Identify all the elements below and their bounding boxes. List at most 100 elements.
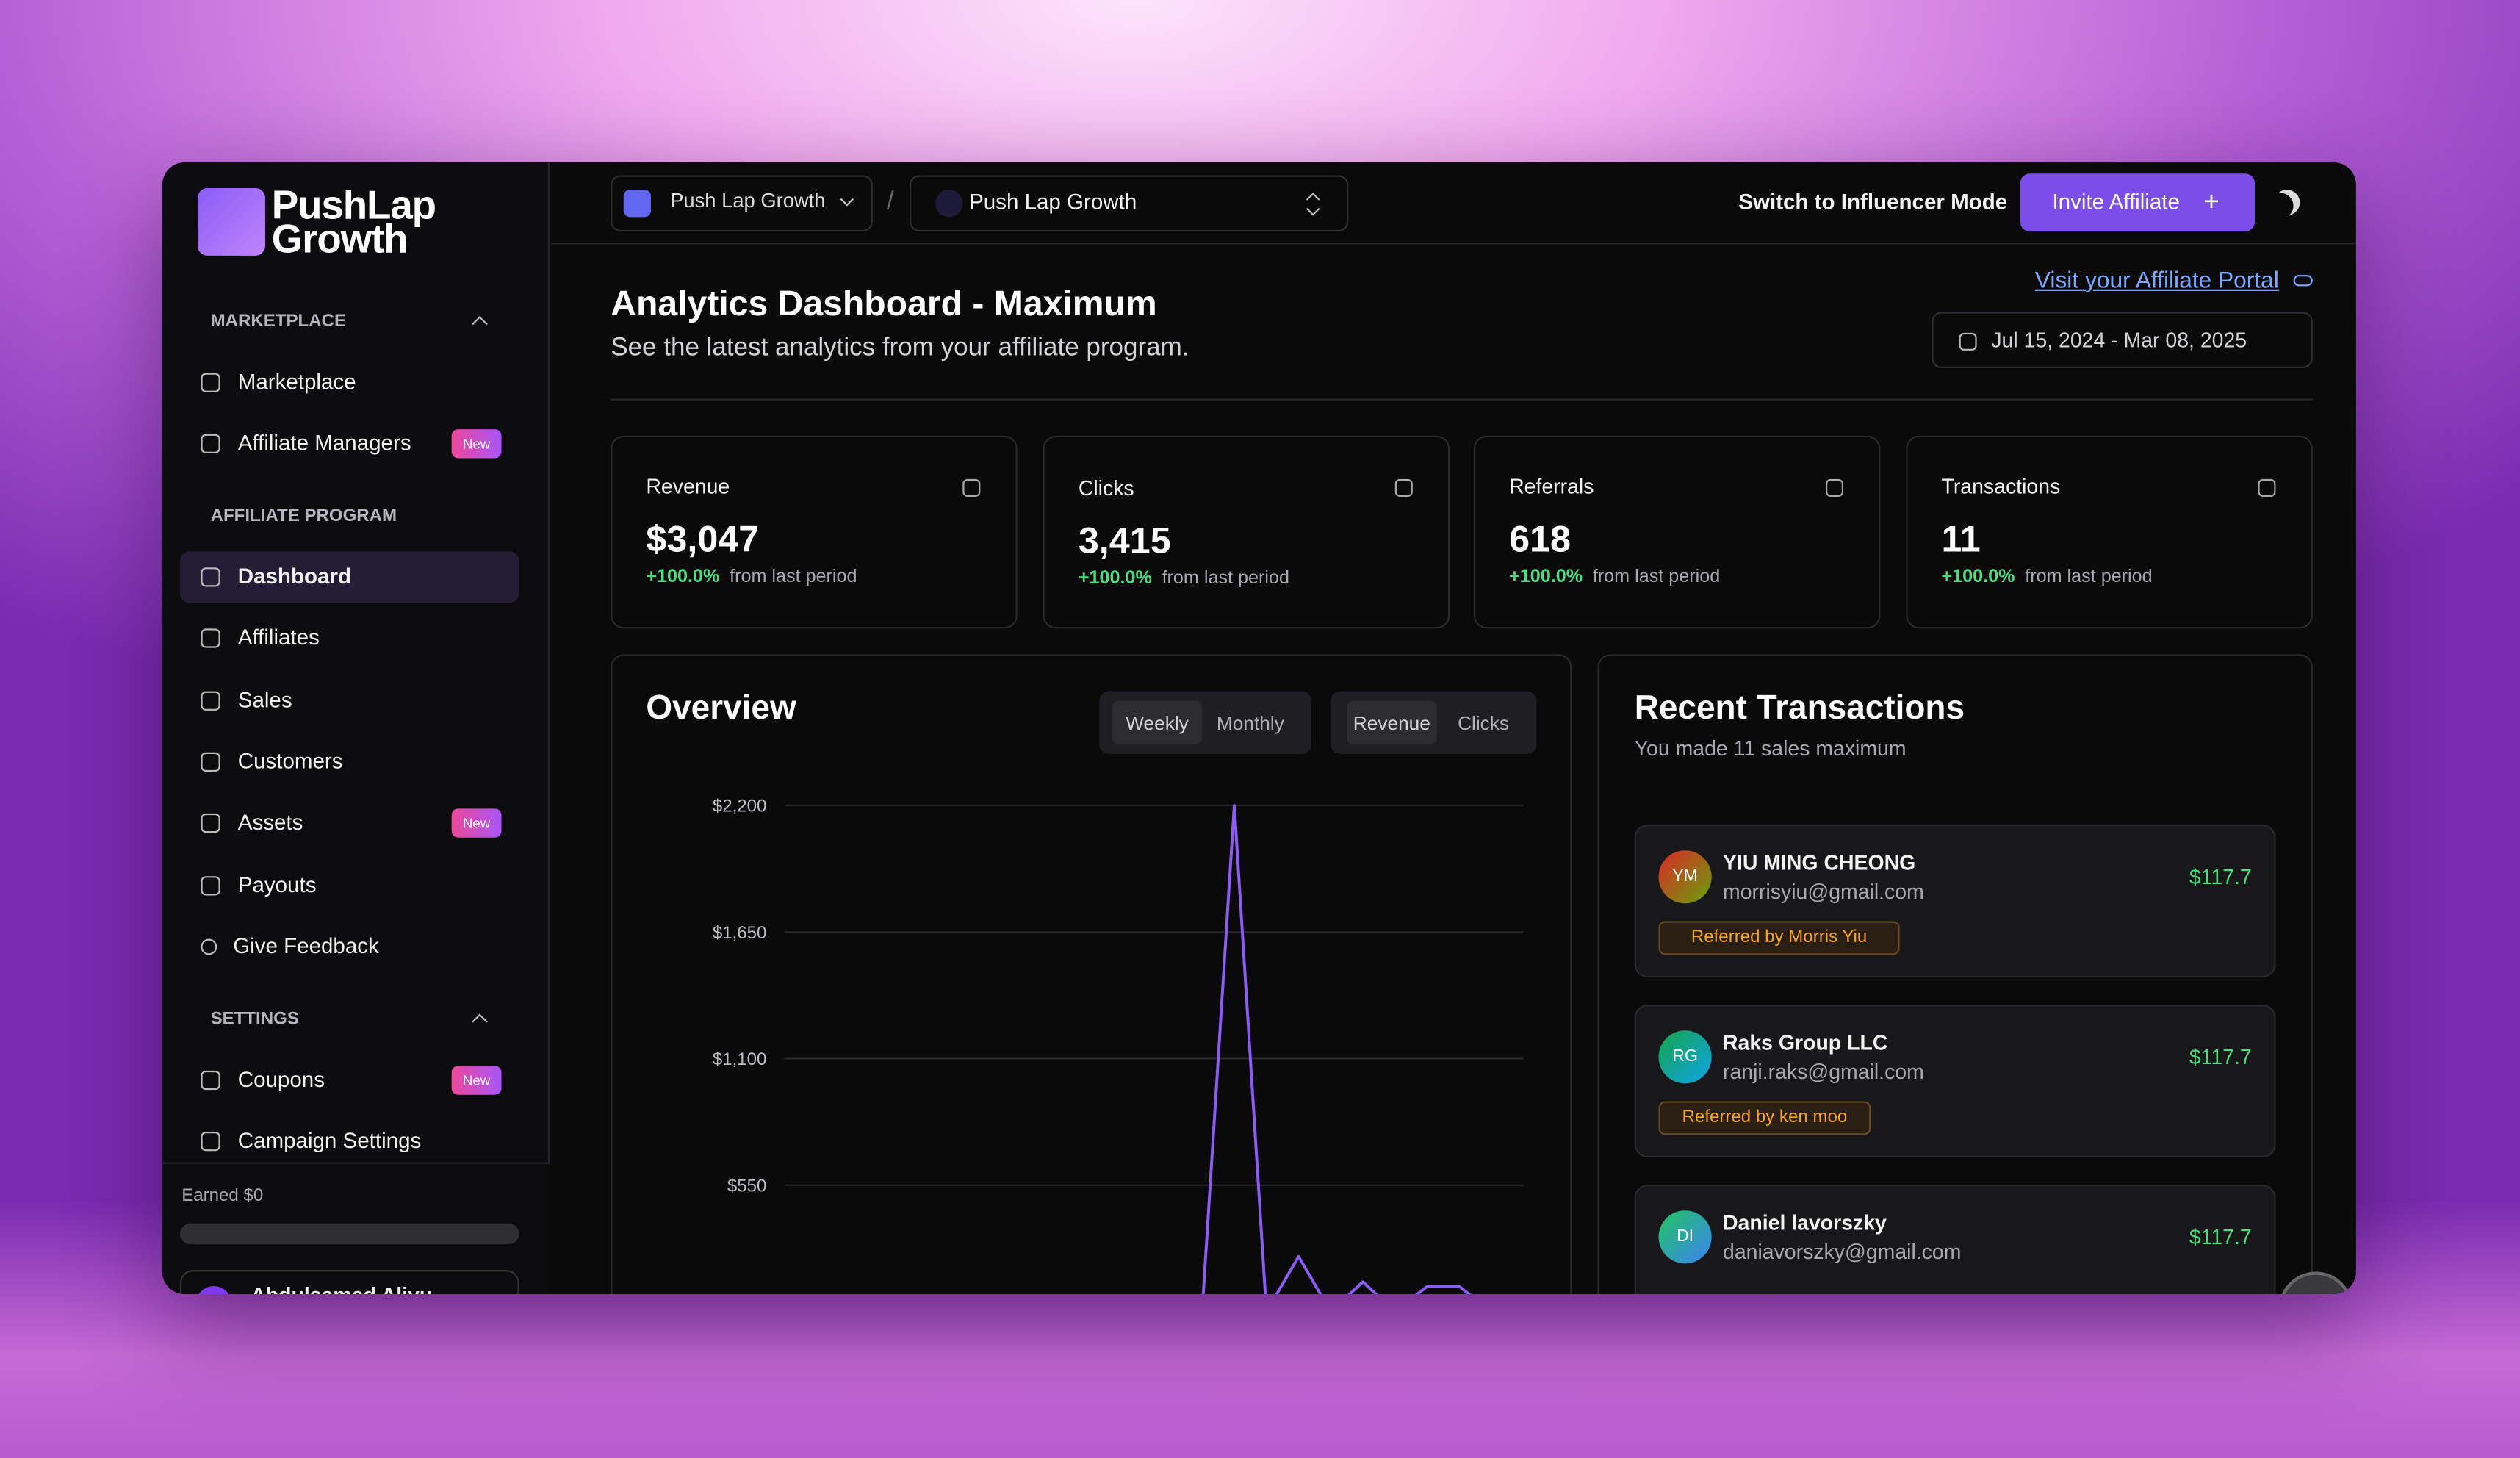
icon xyxy=(201,813,220,833)
app-window: PushLap Growth MARKETPLACE Marketplace Affil… xyxy=(162,162,2356,1294)
stat-value: 11 xyxy=(1941,517,1981,560)
workspace-name: Push Lap Growth xyxy=(670,190,826,213)
icon xyxy=(2258,478,2276,496)
icon xyxy=(201,1070,220,1091)
workspace-select[interactable] xyxy=(611,175,873,231)
tab[interactable]: Clicks xyxy=(1458,711,1510,734)
transaction-card[interactable] xyxy=(1634,1185,2276,1294)
invite-label: Invite Affiliate xyxy=(2052,189,2180,213)
customer-name: YIU MING CHEONG xyxy=(1723,850,1916,875)
stat-note: from last period xyxy=(1162,569,1289,589)
stat-card xyxy=(1906,435,2313,629)
icon xyxy=(1394,478,1413,496)
stat-card xyxy=(1043,435,1450,629)
logo-mark xyxy=(198,187,265,256)
icon xyxy=(1959,331,1977,350)
plus: + xyxy=(2203,186,2220,218)
tab-active xyxy=(1112,700,1203,744)
stat-card xyxy=(1473,435,1881,629)
nav-item[interactable] xyxy=(180,551,519,603)
nav-label: Coupons xyxy=(237,1066,325,1091)
nav-label: Give Feedback xyxy=(233,933,379,958)
date-range: Jul 15, 2024 - Mar 08, 2025 xyxy=(1991,328,2247,352)
badge: New xyxy=(451,429,502,459)
icon xyxy=(201,1132,220,1152)
stat-change: +100.0% xyxy=(1509,567,1583,587)
stat-change: +100.0% xyxy=(646,567,720,587)
tab[interactable]: Monthly xyxy=(1216,711,1284,734)
icon xyxy=(201,752,220,772)
avatar: YM xyxy=(1658,850,1712,904)
invite-button[interactable] xyxy=(2020,173,2256,231)
user-card[interactable] xyxy=(180,1270,519,1294)
icon xyxy=(1826,478,1844,496)
program-name: Push Lap Growth xyxy=(969,189,1137,213)
stat-value: 3,415 xyxy=(1078,519,1171,561)
stat-change: +100.0% xyxy=(1941,567,2015,587)
icon xyxy=(201,434,220,453)
brand-line2: Growth xyxy=(271,216,408,262)
amount: $117.7 xyxy=(2189,1044,2252,1069)
nav-label: Affiliates xyxy=(237,624,320,649)
earned-label: Earned $0 xyxy=(181,1187,264,1207)
transactions-panel xyxy=(1597,654,2313,1294)
nav-label: Sales xyxy=(237,687,292,712)
stat-note: from last period xyxy=(730,567,857,587)
theme-toggle[interactable] xyxy=(2274,190,2300,215)
tab[interactable]: Weekly xyxy=(1126,711,1189,734)
brand-line1: PushLap xyxy=(271,182,436,228)
icon xyxy=(201,628,220,648)
icon xyxy=(962,478,981,496)
tab[interactable]: Revenue xyxy=(1353,711,1430,734)
avatar xyxy=(195,1286,231,1294)
section-title: AFFILIATE PROGRAM xyxy=(210,506,397,526)
user-name: Abdulsamad Aliyu xyxy=(251,1281,1054,1294)
workspace-icon xyxy=(623,190,651,218)
stat-label: Referrals xyxy=(1509,474,1594,498)
stat-label: Transactions xyxy=(1941,474,2061,498)
customer-email: morrisyiu@gmail.com xyxy=(1723,879,1924,904)
topbar xyxy=(551,162,2356,245)
nav-label: Assets xyxy=(237,809,303,834)
referrer-pill: Referred by Morris Yiu xyxy=(1658,921,1900,955)
tab-active xyxy=(1347,700,1437,744)
nav-label: Campaign Settings xyxy=(237,1127,422,1152)
nav-label: Affiliate Managers xyxy=(237,430,411,455)
avatar: RG xyxy=(1658,1030,1712,1084)
badge: New xyxy=(451,808,502,838)
switch-mode[interactable]: Switch to Influencer Mode xyxy=(1738,189,2008,213)
nav-label: Dashboard xyxy=(237,563,352,588)
icon xyxy=(201,567,220,587)
portal-link[interactable]: Visit your Affiliate Portal xyxy=(2034,267,2279,294)
transactions-subtitle: You made 11 sales maximum xyxy=(1634,736,1907,761)
stat-card xyxy=(611,435,1018,629)
stat-label: Revenue xyxy=(646,474,730,498)
icon xyxy=(201,373,220,392)
customer-name: Raks Group LLC xyxy=(1723,1030,1888,1055)
sidebar xyxy=(162,162,550,1294)
date-picker[interactable] xyxy=(1932,312,2313,368)
transactions-title: Recent Transactions xyxy=(1634,690,1965,728)
separator: / xyxy=(886,187,894,215)
nav-label: Customers xyxy=(237,748,343,773)
stat-note: from last period xyxy=(2025,567,2153,587)
program-select[interactable] xyxy=(910,175,1349,231)
overview-title: Overview xyxy=(646,690,796,728)
customer-name: Daniel lavorszky xyxy=(1723,1210,1887,1235)
icon xyxy=(201,876,220,896)
divider xyxy=(611,398,2313,401)
nav-label: Marketplace xyxy=(237,369,356,393)
link-icon xyxy=(2293,275,2313,287)
section-title: MARKETPLACE xyxy=(210,312,347,332)
stat-note: from last period xyxy=(1592,567,1721,587)
stat-value: $3,047 xyxy=(646,517,760,560)
badge: New xyxy=(451,1066,502,1095)
icon xyxy=(201,938,217,955)
stat-change: +100.0% xyxy=(1078,569,1152,589)
customer-email: daniavorszky@gmail.com xyxy=(1723,1239,1962,1264)
stat-value: 618 xyxy=(1509,517,1572,560)
stat-label: Clicks xyxy=(1078,475,1134,500)
progress-bar xyxy=(180,1223,519,1245)
